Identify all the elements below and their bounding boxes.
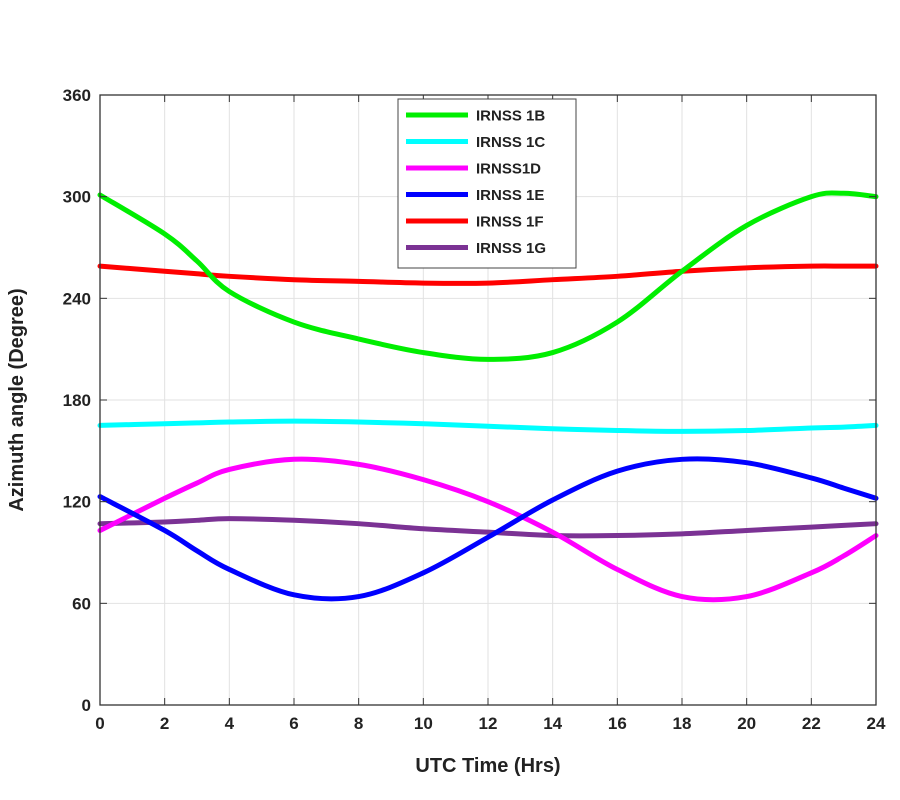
- series-line-irnss-1e: [97, 456, 879, 602]
- x-tick-label: 0: [95, 714, 104, 733]
- x-tick-label: 14: [543, 714, 562, 733]
- legend-label-irnss-1c: IRNSS 1C: [476, 134, 545, 151]
- y-tick-label: 60: [72, 594, 91, 613]
- grid: [100, 95, 876, 705]
- legend: IRNSS 1B IRNSS 1C IRNSS1D IRNSS 1E IRNSS 1F I…: [397, 98, 577, 269]
- series-line-irnss1d: [97, 456, 879, 603]
- legend-label-irnss1d: IRNSS1D: [476, 161, 541, 178]
- y-tick-label: 0: [82, 696, 91, 715]
- x-tick-label: 16: [608, 714, 627, 733]
- series-line-irnss-1c: [97, 418, 879, 434]
- x-tick-label: 4: [225, 714, 235, 733]
- y-tick-label: 300: [63, 188, 91, 207]
- series-layer: [97, 190, 879, 603]
- series-line-irnss-1b: [97, 190, 879, 362]
- y-tick-label: 180: [63, 391, 91, 410]
- legend-label-irnss-1g: IRNSS 1G: [476, 240, 546, 257]
- x-tick-label: 24: [867, 714, 886, 733]
- x-tick-label: 2: [160, 714, 169, 733]
- x-tick-label: 10: [414, 714, 433, 733]
- x-tick-label: 8: [354, 714, 363, 733]
- x-tick-label: 20: [737, 714, 756, 733]
- x-tick-label: 18: [673, 714, 692, 733]
- legend-label-irnss-1b: IRNSS 1B: [476, 108, 545, 125]
- y-axis-title: Azimuth angle (Degree): [6, 288, 28, 511]
- x-tick-label: 12: [479, 714, 498, 733]
- series-line-irnss-1g: [97, 516, 879, 539]
- y-tick-label: 360: [63, 86, 91, 105]
- legend-box: [397, 98, 577, 269]
- y-tick-label: 120: [63, 493, 91, 512]
- legend-label-irnss-1e: IRNSS 1E: [476, 187, 544, 204]
- x-axis-title: UTC Time (Hrs): [415, 755, 560, 777]
- y-tick-label: 240: [63, 289, 91, 308]
- legend-label-irnss-1f: IRNSS 1F: [476, 214, 544, 231]
- x-tick-label: 6: [289, 714, 298, 733]
- x-tick-label: 22: [802, 714, 821, 733]
